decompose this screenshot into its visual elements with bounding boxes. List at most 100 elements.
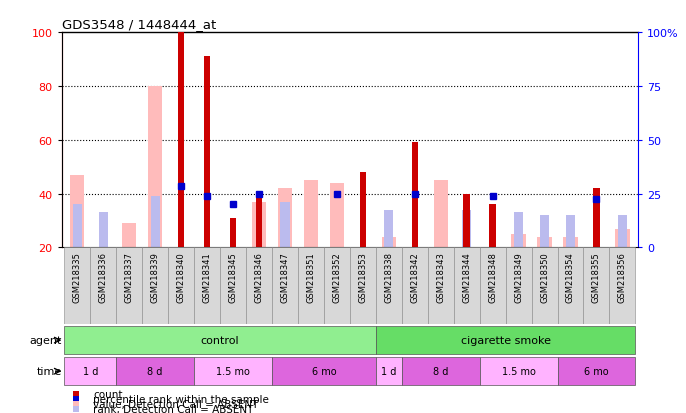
Bar [168,248,194,324]
Text: GSM218353: GSM218353 [358,252,367,302]
Bar [462,210,471,248]
Bar [330,183,344,248]
Text: value, Detection Call = ABSENT: value, Detection Call = ABSENT [93,399,259,409]
Bar [428,248,453,324]
Bar [537,237,552,248]
Bar [246,248,272,324]
Text: 1.5 mo: 1.5 mo [216,366,250,376]
Bar [272,357,376,386]
Text: GSM218350: GSM218350 [540,252,549,302]
Bar [278,189,292,248]
Text: GSM218355: GSM218355 [592,252,601,302]
Bar [148,87,163,248]
Bar [359,173,366,248]
Bar [64,248,91,324]
Text: rank, Detection Call = ABSENT: rank, Detection Call = ABSENT [93,404,254,413]
Text: GSM218352: GSM218352 [333,252,342,302]
Text: GSM218346: GSM218346 [255,252,263,302]
Text: 6 mo: 6 mo [311,366,336,376]
Bar [194,357,272,386]
Text: count: count [93,389,123,399]
Bar [615,229,630,248]
Bar [230,218,236,248]
Bar [194,248,220,324]
Text: GSM218354: GSM218354 [566,252,575,302]
Bar [566,216,575,248]
Bar [558,357,635,386]
Bar [376,357,402,386]
Bar [350,248,376,324]
Text: cigarette smoke: cigarette smoke [460,335,551,345]
Bar [204,57,211,248]
Text: 1 d: 1 d [82,366,98,376]
Text: GSM218337: GSM218337 [125,252,134,302]
Text: GSM218336: GSM218336 [99,252,108,302]
Bar [506,248,532,324]
Bar [256,197,262,248]
Bar [558,248,584,324]
Bar [64,326,376,355]
Text: GDS3548 / 1448444_at: GDS3548 / 1448444_at [62,17,216,31]
Bar [178,33,185,248]
Bar [116,248,142,324]
Bar [91,248,116,324]
Bar [412,143,418,248]
Bar [281,202,289,248]
Bar [402,357,480,386]
Text: control: control [201,335,239,345]
Bar [593,189,600,248]
Bar [324,248,350,324]
Bar [142,248,168,324]
Bar [434,180,448,248]
Text: 1.5 mo: 1.5 mo [501,366,536,376]
Bar [464,194,470,248]
Bar [514,213,523,248]
Bar [381,237,396,248]
Bar [384,210,393,248]
Bar [70,175,84,248]
Bar [540,216,549,248]
Text: agent: agent [29,335,62,345]
Bar [480,357,558,386]
Bar [220,248,246,324]
Bar [609,248,635,324]
Text: GSM218356: GSM218356 [618,252,627,302]
Text: 6 mo: 6 mo [584,366,608,376]
Text: GSM218341: GSM218341 [202,252,211,302]
Text: percentile rank within the sample: percentile rank within the sample [93,394,270,404]
Bar [376,248,402,324]
Text: GSM218349: GSM218349 [514,252,523,302]
Text: GSM218338: GSM218338 [384,252,393,302]
Bar [272,248,298,324]
Text: 8 d: 8 d [147,366,163,376]
Text: GSM218335: GSM218335 [73,252,82,302]
Bar [453,248,480,324]
Bar [151,197,160,248]
Bar [99,213,108,248]
Text: GSM218339: GSM218339 [151,252,160,302]
Text: 8 d: 8 d [433,366,449,376]
Bar [376,326,635,355]
Bar [304,180,318,248]
Text: GSM218342: GSM218342 [410,252,419,302]
Text: GSM218343: GSM218343 [436,252,445,302]
Bar [64,357,116,386]
Text: 1 d: 1 d [381,366,397,376]
Bar [618,216,627,248]
Text: GSM218344: GSM218344 [462,252,471,302]
Bar [489,205,496,248]
Text: GSM218351: GSM218351 [307,252,316,302]
Bar [122,224,137,248]
Text: GSM218345: GSM218345 [228,252,237,302]
Bar [563,237,578,248]
Bar [116,357,194,386]
Bar [252,202,266,248]
Bar [512,235,525,248]
Text: GSM218340: GSM218340 [176,252,186,302]
Bar [402,248,428,324]
Bar [532,248,558,324]
Text: GSM218347: GSM218347 [281,252,289,302]
Text: time: time [36,366,62,376]
Text: GSM218348: GSM218348 [488,252,497,302]
Bar [73,205,82,248]
